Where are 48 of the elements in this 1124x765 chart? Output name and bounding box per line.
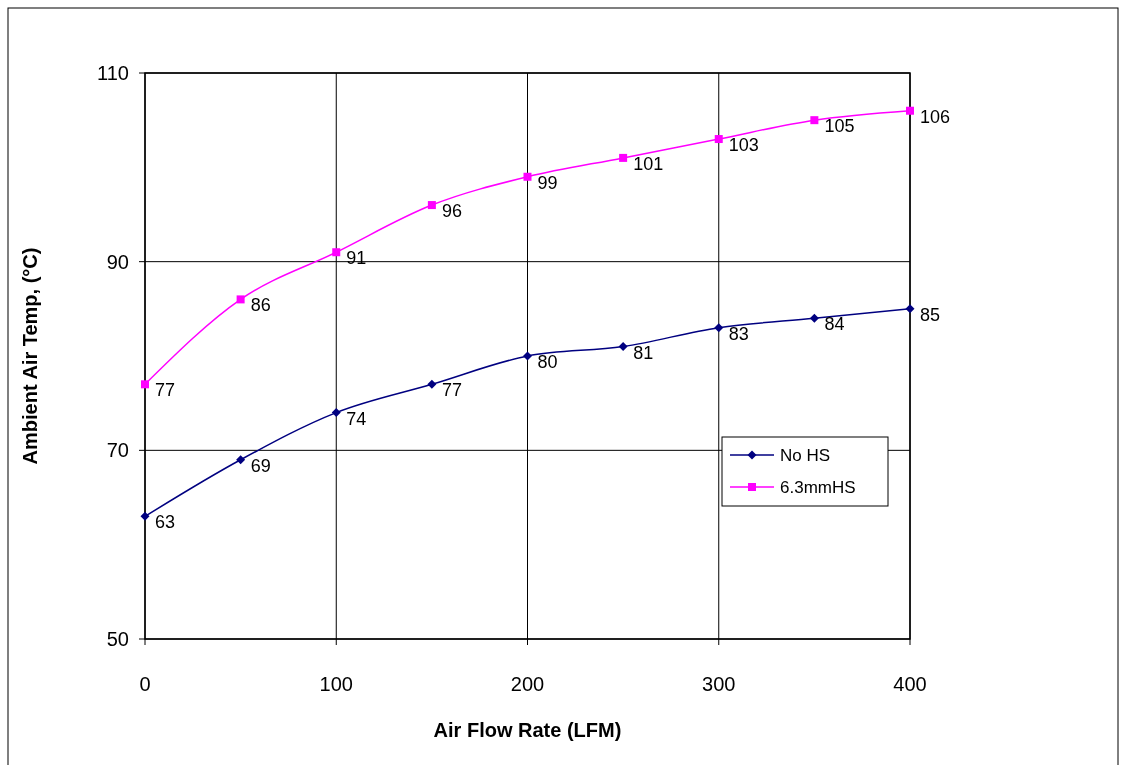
data-label: 83: [728, 323, 749, 344]
legend-label: 6.3mmHS: [780, 478, 856, 497]
data-label: 81: [633, 342, 654, 363]
data-label: 96: [441, 201, 462, 222]
y-axis-title: Ambient Air Temp, (°C): [19, 247, 41, 465]
point: [714, 323, 724, 333]
data-label: 74: [346, 408, 367, 429]
data-label: 69: [250, 455, 271, 476]
data-label: 77: [441, 380, 462, 401]
data-label: 85: [920, 304, 941, 325]
y-tick-label: 90: [106, 250, 129, 273]
point: [618, 342, 628, 352]
point: [523, 172, 532, 181]
point: [714, 135, 723, 144]
point: [236, 455, 246, 465]
point: [141, 380, 149, 389]
data-label: 106: [920, 106, 951, 127]
data-label: 84: [824, 314, 845, 335]
y-tick-label: 70: [106, 439, 129, 462]
x-tick-label: 100: [319, 673, 353, 695]
point: [331, 408, 341, 418]
data-label: 99: [537, 172, 558, 193]
legend-label: No HS: [780, 446, 831, 465]
data-label: 80: [537, 352, 558, 372]
data-label: 86: [250, 295, 271, 316]
point: [809, 313, 819, 323]
point: [236, 295, 245, 304]
point: [619, 153, 628, 162]
point: [427, 201, 436, 210]
x-axis-title: Air Flow Rate (LFM): [433, 719, 622, 741]
data-label: 77: [155, 380, 176, 401]
x-tick-label: 300: [702, 673, 736, 695]
data-label: 63: [155, 512, 176, 533]
point: [427, 379, 437, 389]
data-label: 105: [824, 116, 855, 137]
point: [906, 106, 914, 115]
data-label: 103: [728, 135, 759, 156]
y-tick-label: 110: [97, 62, 129, 84]
x-tick-label: 200: [510, 673, 545, 695]
x-tick-label: 400: [893, 673, 927, 695]
point: [140, 511, 150, 521]
x-tick-label: 0: [139, 673, 151, 695]
y-tick-label: 50: [106, 628, 129, 650]
data-label: 101: [633, 153, 664, 174]
point: [905, 304, 915, 314]
point: [332, 248, 341, 257]
point: [810, 116, 819, 125]
point: [523, 351, 532, 361]
